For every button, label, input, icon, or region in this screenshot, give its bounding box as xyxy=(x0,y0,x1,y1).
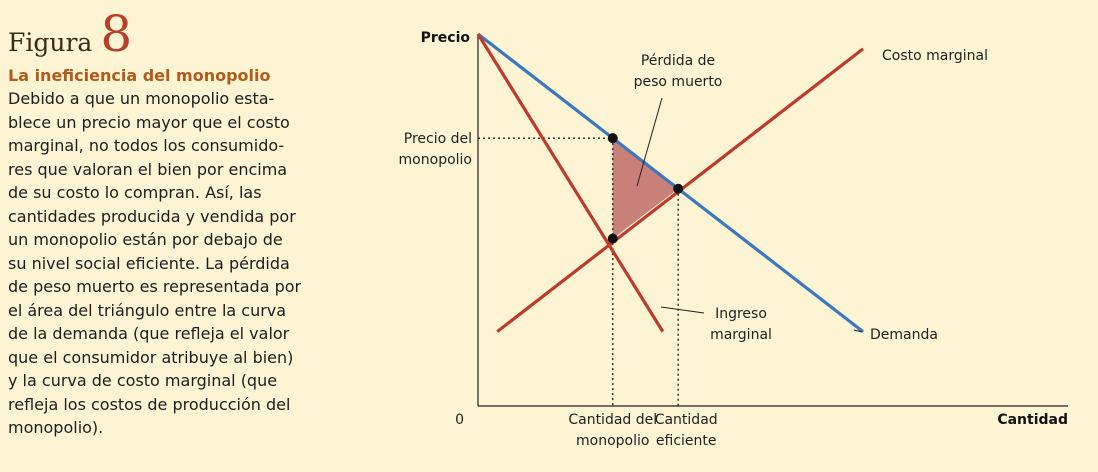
caption-line: blece un precio mayor que el costo xyxy=(8,112,290,132)
monopoly-price-point xyxy=(607,133,618,144)
efficient-quantity-label: eficiente xyxy=(656,433,717,449)
caption-line: de peso muerto es representada por xyxy=(8,277,302,296)
monopoly-price-label: Precio del xyxy=(404,131,472,147)
caption-line: el área del triángulo entre la curva xyxy=(8,300,287,320)
caption-line: un monopolio están por debajo de xyxy=(8,230,283,249)
caption-line: res que valoran el bien por encima xyxy=(8,159,288,179)
caption-line: Debido a que un monopolio esta- xyxy=(8,89,275,108)
deadweight-label: Pérdida de xyxy=(641,53,715,69)
figure-heading: Figura 8 xyxy=(8,8,343,60)
origin-label: 0 xyxy=(455,412,464,428)
mc-at-monopoly-point xyxy=(607,233,618,244)
caption-line: su nivel social eficiente. La pérdida xyxy=(8,253,290,273)
caption-line: y la curva de costo marginal (que xyxy=(8,371,278,390)
monopoly-quantity-label: monopolio xyxy=(576,433,649,449)
demand-pointer xyxy=(853,329,863,333)
caption-line: refleja los costos de producción del xyxy=(8,394,291,414)
deadweight-pointer xyxy=(636,97,663,187)
caption-panel: Figura 8 La ineficiencia del monopolio D… xyxy=(8,8,343,440)
caption-line: monopolio). xyxy=(8,418,104,437)
caption-title: La ineficiencia del monopolio xyxy=(8,66,271,85)
demand-curve xyxy=(477,32,864,333)
efficient-quantity-label: Cantidad xyxy=(655,412,718,428)
marginal-revenue-pointer xyxy=(660,306,705,314)
marginal-cost-label: Costo marginal xyxy=(882,48,988,64)
caption-body: Debido a que un monopolio esta- blece un… xyxy=(8,87,343,440)
figure-word: Figura xyxy=(8,28,93,57)
marginal-revenue-label: marginal xyxy=(710,327,772,343)
deadweight-loss-area xyxy=(612,138,679,239)
caption-line: de su costo lo compran. Así, las xyxy=(8,183,262,202)
y-axis-label: Precio xyxy=(421,30,471,46)
figure-number: 8 xyxy=(100,5,133,63)
deadweight-label: peso muerto xyxy=(634,74,723,90)
demand-label: Demanda xyxy=(870,327,938,343)
caption-line: marginal, no todos los consumido- xyxy=(8,136,285,155)
caption-line: de la demanda (que refleja el valor xyxy=(8,324,290,343)
marginal-revenue-curve xyxy=(476,33,665,333)
monopoly-quantity-label: Cantidad del xyxy=(568,412,657,428)
caption-line: cantidades producida y vendida por xyxy=(8,206,296,226)
efficient-point xyxy=(673,183,684,194)
marginal-revenue-label: Ingreso xyxy=(715,306,767,322)
caption-line: que el consumidor atribuye al bien) xyxy=(8,347,294,367)
x-axis-label: Cantidad xyxy=(997,412,1068,428)
monopoly-price-label: monopolio xyxy=(399,152,472,168)
